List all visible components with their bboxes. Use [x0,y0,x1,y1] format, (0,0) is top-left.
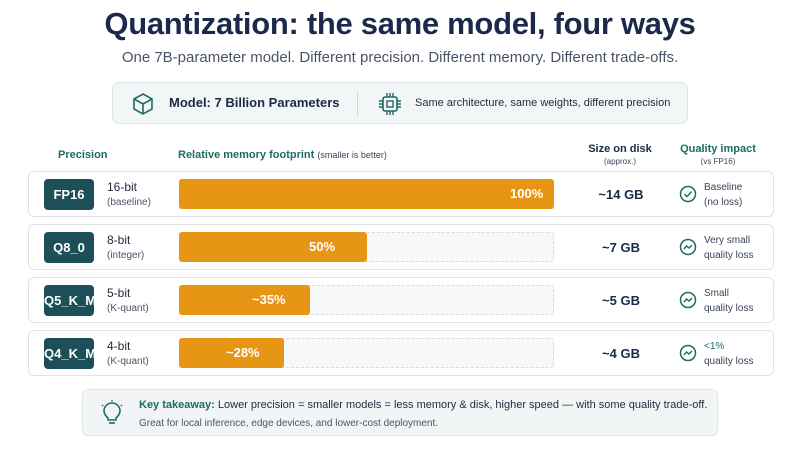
precision-badge: Q5_K_M [44,285,96,316]
bit-type: (K-quant) [107,356,149,367]
bit-width: 5-bit [107,286,131,300]
disk-size: ~5 GB [602,293,640,308]
quality-line2: quality loss [704,303,754,314]
page-subtitle: One 7B-parameter model. Different precis… [121,49,679,66]
precision-badge: Q4_K_M [44,338,96,369]
takeaway-box: Key takeaway: Lower precision = smaller … [82,389,718,436]
bit-width: 4-bit [107,339,131,353]
cube-icon [133,93,153,115]
bit-width: 8-bit [107,233,131,247]
memory-bar-fill [179,232,367,262]
lightbulb-icon [101,400,123,424]
bit-type: (baseline) [107,197,151,208]
table-row: Q5_K_M 5-bit (K-quant) ~35% ~5 GB Small qualit… [28,277,774,323]
header-size: Size on disk (approx.) [580,143,660,166]
quality-line1: Very small [704,235,751,246]
trend-line-icon [679,291,697,309]
check-circle-icon [679,185,697,203]
quality-impact: <1% quality loss [704,339,753,369]
takeaway-label: Key takeaway: [139,399,215,411]
quality-impact: Very small quality loss [704,233,753,263]
takeaway-line1: Key takeaway: Lower precision = smaller … [139,399,707,411]
page-title: Quantization: the same model, four ways [104,6,696,41]
memory-bar-fill [179,338,284,368]
header-memory-label: Relative memory footprint [178,149,315,161]
chip-icon [379,93,401,115]
quality-line2: quality loss [704,250,754,261]
trend-line-icon [679,238,697,256]
quality-line1: <1% [704,341,725,352]
bit-width: 16-bit [107,180,138,194]
disk-size: ~14 GB [598,187,644,202]
takeaway-line2: Great for local inference, edge devices,… [139,418,439,429]
quality-line1: Small [704,288,730,299]
header-memory: Relative memory footprint (smaller is be… [178,149,387,161]
quality-impact: Baseline (no loss) [704,180,742,210]
quality-line2: quality loss [704,356,754,367]
memory-bar-fill [179,179,554,209]
quality-line1: Baseline [704,182,743,193]
takeaway-text: Lower precision = smaller models = less … [214,399,708,411]
memory-percent: ~35% [252,292,286,307]
quality-impact: Small quality loss [704,286,753,316]
bit-type: (integer) [107,250,145,261]
header-size-note: (approx.) [603,157,636,166]
header-quality: Quality impact (vs FP16) [672,143,764,166]
memory-bar-fill [179,285,310,315]
header-size-label: Size on disk [588,143,652,155]
model-label: Model: 7 Billion Parameters [169,95,340,110]
memory-percent: ~28% [226,345,260,360]
quality-line2: (no loss) [704,197,743,208]
header-precision: Precision [58,149,108,161]
header-memory-note: (smaller is better) [317,150,387,160]
disk-size: ~7 GB [602,240,640,255]
table-row: Q4_K_M 4-bit (K-quant) ~28% ~4 GB <1% quality … [28,330,774,376]
model-info-box: Model: 7 Billion Parameters Same archite… [112,82,688,124]
memory-percent: 100% [510,186,544,201]
memory-percent: 50% [309,239,336,254]
header-quality-note: (vs FP16) [700,157,736,166]
trend-line-icon [679,344,697,362]
table-row: FP16 16-bit (baseline) 100% ~14 GB Baseline (n… [28,171,774,217]
table-row: Q8_0 8-bit (integer) 50% ~7 GB Very small qual… [28,224,774,270]
precision-badge: FP16 [44,179,94,210]
header-quality-label: Quality impact [680,143,756,155]
bit-type: (K-quant) [107,303,149,314]
model-note: Same architecture, same weights, differe… [415,97,671,109]
disk-size: ~4 GB [602,346,640,361]
divider [357,92,358,116]
precision-badge: Q8_0 [44,232,94,263]
